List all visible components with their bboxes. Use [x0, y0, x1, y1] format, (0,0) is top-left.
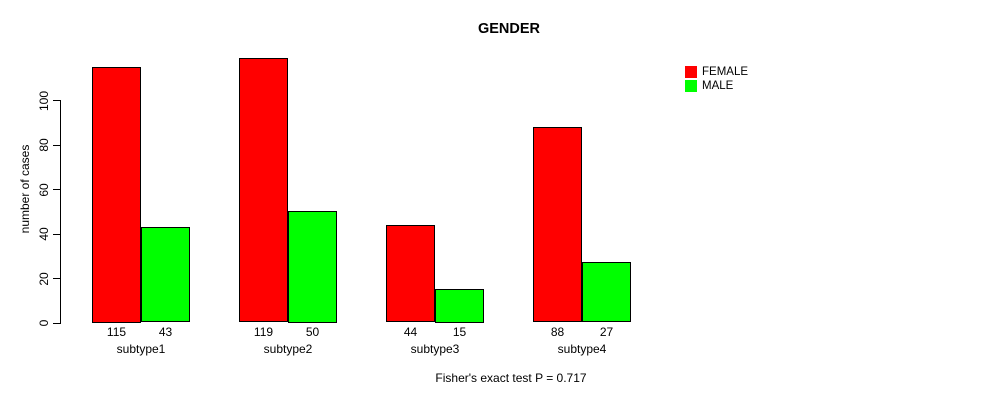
- bar-male-subtype1: [141, 226, 190, 323]
- bar-female-subtype4: [533, 126, 582, 323]
- bar-value-label: 88: [550, 325, 565, 339]
- y-axis-tick: [52, 144, 60, 146]
- legend-item-female: FEMALE: [685, 65, 748, 78]
- bar-value-label: 43: [158, 325, 173, 339]
- bar-value-label: 44: [403, 325, 418, 339]
- bar-male-subtype2: [288, 211, 337, 323]
- y-tick-label: 100: [37, 90, 51, 111]
- y-axis-tick: [52, 100, 60, 101]
- y-axis-tick: [52, 278, 60, 279]
- legend-item-male: MALE: [685, 79, 748, 92]
- y-tick-label: 20: [37, 271, 51, 286]
- chart-title: GENDER: [477, 21, 541, 37]
- bar-value-label: 115: [106, 325, 127, 339]
- bar-female-subtype3: [386, 224, 435, 323]
- bar-male-subtype3: [435, 289, 484, 323]
- legend-label-female: FEMALE: [702, 65, 749, 78]
- y-tick-label: 80: [37, 138, 51, 152]
- x-category-label: subtype2: [263, 342, 313, 356]
- legend-label-male: MALE: [702, 79, 734, 92]
- bar-value-label: 27: [599, 325, 614, 339]
- annotation: Fisher's exact test P = 0.717: [435, 371, 587, 385]
- y-axis-tick: [52, 189, 60, 190]
- y-axis-tick: [52, 322, 60, 324]
- x-category-label: subtype3: [410, 342, 460, 356]
- bar-value-label: 15: [452, 325, 467, 339]
- y-axis-line: [59, 100, 61, 324]
- bar-female-subtype1: [92, 66, 141, 323]
- y-axis-label: number of cases: [18, 144, 32, 234]
- y-tick-label: 60: [37, 182, 51, 197]
- bar-value-label: 50: [305, 325, 320, 339]
- y-tick-label: 40: [37, 227, 51, 241]
- legend: FEMALE MALE: [685, 65, 748, 93]
- bar-female-subtype2: [239, 57, 288, 323]
- bar-male-subtype4: [582, 262, 631, 323]
- y-axis-tick: [52, 233, 60, 235]
- x-category-label: subtype1: [116, 342, 166, 356]
- y-tick-label: 0: [37, 319, 51, 327]
- bar-value-label: 119: [253, 325, 274, 339]
- x-category-label: subtype4: [557, 342, 607, 356]
- legend-swatch-male: [685, 79, 697, 92]
- legend-swatch-female: [685, 65, 697, 78]
